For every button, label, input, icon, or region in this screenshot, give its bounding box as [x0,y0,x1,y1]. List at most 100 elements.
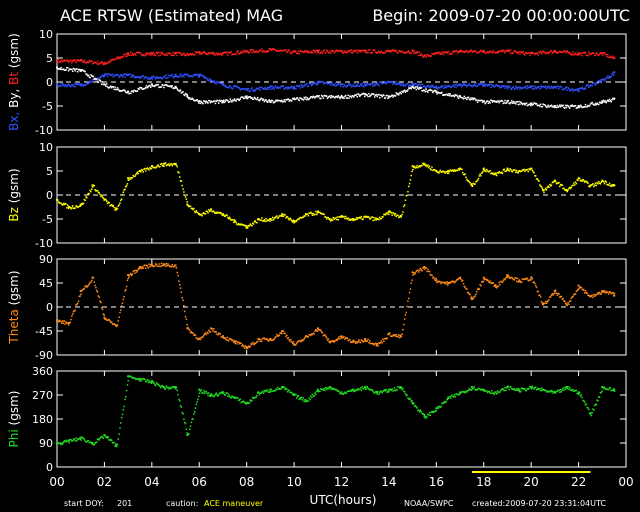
data-point [110,74,112,77]
data-point [253,343,256,346]
data-point [164,162,167,164]
data-point [232,99,234,101]
data-point [479,99,481,102]
data-point [550,184,553,186]
data-point [324,51,326,54]
data-point [488,52,490,54]
data-point [431,52,433,55]
data-point [559,391,561,393]
data-point [120,73,122,76]
data-point [289,391,291,394]
data-point [435,277,437,280]
data-point [456,83,458,85]
data-point [261,340,263,343]
data-point [429,55,432,57]
data-point [597,82,599,84]
data-point [486,52,488,54]
data-point [388,50,391,52]
data-point [69,68,71,71]
data-point [388,96,390,99]
data-point [516,171,519,174]
data-point [289,99,291,101]
data-point [454,170,456,172]
data-point [181,184,183,187]
data-point [227,393,230,396]
data-point [89,80,91,82]
data-point [138,51,140,54]
data-point [321,388,324,391]
data-point [236,51,238,54]
data-point [447,172,450,174]
data-point [346,390,349,393]
data-point [190,330,193,333]
data-point [349,83,352,86]
data-point [355,93,358,96]
data-point [222,214,225,216]
data-point [591,85,593,87]
data-point [482,83,485,86]
data-point [280,214,282,217]
data-point [220,99,222,102]
data-point [315,49,318,52]
y-axis-label-part: (gsm) [7,391,21,430]
data-point [608,98,611,101]
data-point [441,171,443,173]
data-point [432,90,435,93]
data-point [482,276,485,279]
data-point [592,103,594,105]
data-point [258,338,261,341]
data-point [155,166,158,168]
data-point [505,85,507,88]
data-point [304,336,306,339]
data-point [155,77,158,79]
data-point [133,89,135,92]
data-point [303,85,305,87]
data-point [612,97,614,100]
data-point [393,389,395,392]
data-point [207,332,209,334]
data-point [62,68,65,71]
data-point [535,102,538,105]
data-point [252,397,255,400]
data-point [193,207,195,210]
data-point [295,85,298,87]
data-point [573,184,576,186]
data-point [180,180,183,182]
data-point [510,276,513,279]
data-point [147,78,149,80]
data-point [445,51,447,53]
data-point [572,388,574,391]
data-point [120,198,123,200]
data-point [123,73,125,75]
data-point [71,59,74,62]
data-point [247,401,249,404]
data-point [278,334,281,336]
data-point [67,324,70,326]
data-point [237,52,240,55]
data-point [612,57,615,60]
data-point [486,84,488,86]
data-point [540,387,543,390]
data-point [315,213,318,216]
data-point [150,54,153,56]
data-point [149,77,152,80]
data-point [141,75,144,77]
data-point [388,389,391,391]
data-point [388,81,391,83]
data-point [603,99,605,102]
data-point [457,97,460,99]
data-point [215,82,217,85]
data-point [151,53,154,56]
data-point [357,387,359,390]
data-point [71,440,73,442]
data-point [198,53,201,55]
data-point [231,87,233,90]
x-tick-label: 08 [239,475,254,489]
data-point [508,276,510,278]
data-point [366,216,369,218]
data-point [503,50,505,52]
data-point [554,86,556,88]
data-point [458,393,461,396]
data-point [92,444,95,446]
data-point [210,327,213,330]
